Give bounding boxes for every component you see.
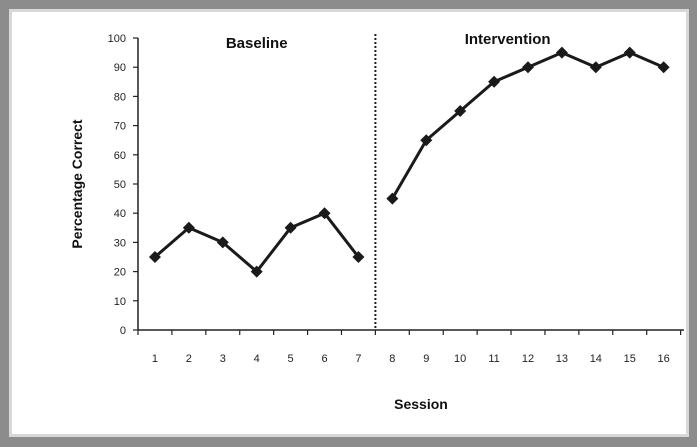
data-point (420, 134, 433, 147)
y-tick-label: 80 (114, 91, 126, 103)
data-point (488, 75, 501, 88)
data-point (522, 61, 534, 74)
x-tick-label: 5 (288, 353, 294, 365)
series-line-baseline (153, 211, 360, 274)
y-tick-label: 0 (120, 325, 126, 337)
x-tick-label: 13 (556, 353, 568, 365)
data-series (148, 46, 670, 278)
y-tick-label: 30 (114, 237, 126, 249)
data-point (589, 61, 602, 74)
x-tick-label: 14 (590, 353, 602, 365)
data-point (182, 221, 195, 234)
x-axis-title: Session (394, 396, 448, 412)
data-point (250, 265, 263, 278)
data-point (284, 221, 297, 234)
phase-label-intervention: Intervention (465, 31, 551, 48)
x-tick-label: 15 (624, 353, 636, 365)
axes (137, 34, 684, 331)
data-point (555, 46, 568, 59)
series-line-intervention (391, 51, 665, 200)
data-point (454, 105, 467, 117)
x-tick-label: 8 (389, 353, 395, 365)
data-point (352, 251, 365, 263)
x-tick-label: 6 (321, 353, 327, 365)
y-tick-label: 70 (114, 121, 126, 133)
data-point (623, 46, 636, 59)
y-tick-label: 100 (108, 33, 126, 45)
y-tick-label: 90 (114, 62, 126, 74)
y-tick-label: 40 (114, 208, 126, 220)
y-tick-label: 60 (114, 150, 126, 162)
y-axis-title: Percentage Correct (69, 119, 85, 249)
data-point (148, 251, 161, 263)
phase-label-baseline: Baseline (226, 35, 288, 52)
y-tick-label: 20 (114, 267, 126, 279)
data-point (657, 61, 670, 74)
x-tick-label: 4 (254, 353, 260, 365)
x-tick-label: 11 (488, 353, 499, 365)
x-tick-label: 7 (355, 353, 361, 365)
data-point (386, 192, 399, 205)
x-tick-label: 10 (454, 353, 466, 365)
x-tick-label: 12 (522, 353, 534, 365)
x-tick-label: 3 (220, 353, 226, 365)
x-tick-label: 9 (423, 353, 429, 365)
x-tick-label: 2 (186, 353, 192, 365)
y-tick-label: 50 (114, 179, 126, 191)
data-point (216, 236, 229, 249)
data-point (318, 207, 331, 220)
x-tick-label: 1 (152, 353, 158, 365)
chart-panel: 0 10 20 30 40 50 60 70 80 90 100 1 2 3 4 5 6 7 8 9 10 11 12 13 1… (9, 9, 689, 437)
y-tick-label: 10 (114, 296, 126, 308)
x-tick-label: 16 (658, 353, 670, 365)
